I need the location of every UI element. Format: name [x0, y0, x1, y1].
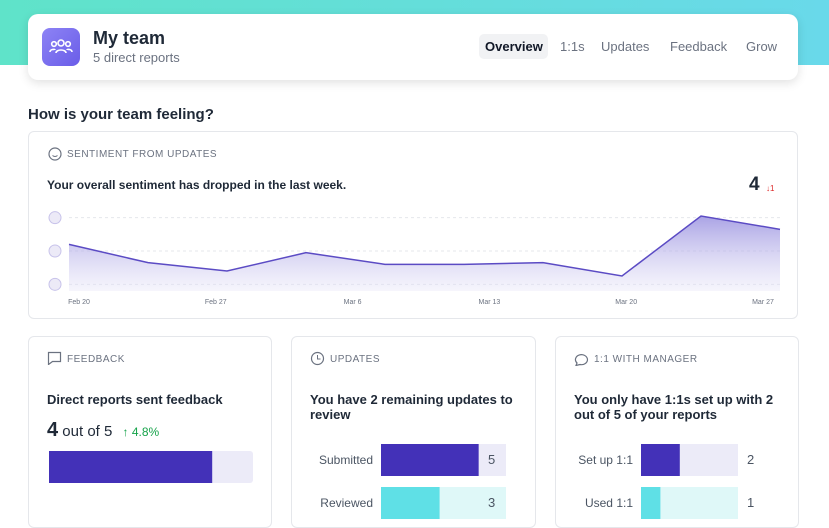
total: 5 — [104, 423, 113, 440]
team-icon — [42, 28, 80, 66]
card-title: SENTIMENT FROM UPDATES — [67, 149, 218, 160]
bar — [641, 487, 661, 519]
card-heading: You have 2 remaining updates to review — [310, 392, 513, 422]
bar-value: 3 — [488, 495, 495, 510]
card-title: UPDATES — [330, 354, 380, 365]
updates-card: UPDATES You have 2 remaining updates to … — [291, 336, 536, 528]
bar-value: 1 — [747, 495, 754, 510]
score: 4 — [749, 174, 760, 195]
icon — [49, 39, 73, 54]
card-heading: You only have 1:1s set up with 2 out of … — [574, 392, 774, 422]
card-title: 1:1 WITH MANAGER — [594, 354, 698, 365]
x-tick-label: Mar 20 — [615, 299, 637, 306]
card-heading: Direct reports sent feedback — [47, 392, 223, 407]
bar-label: Set up 1:1 — [578, 453, 633, 467]
subtitle: 5 direct reports — [93, 50, 180, 65]
bar — [641, 444, 680, 476]
bar-value: 2 — [747, 452, 754, 467]
feedback-card: FEEDBACK Direct reports sent feedback 4 … — [28, 336, 272, 528]
x-tick-label: Mar 27 — [752, 299, 774, 306]
icon — [47, 351, 62, 365]
updates-bars: Submitted 5 Reviewed 3 — [319, 444, 506, 519]
change: ↑ 4.8% — [122, 425, 160, 439]
area — [69, 216, 780, 291]
x-tick-label: Mar 6 — [344, 299, 362, 306]
bar-label: Used 1:1 — [585, 496, 633, 510]
feedback-bar — [49, 451, 253, 483]
title: My team — [93, 28, 166, 48]
icon — [48, 147, 62, 161]
one-on-one-card: 1:1 WITH MANAGER You only have 1:1s set … — [555, 336, 799, 528]
bar-value: 5 — [488, 452, 495, 467]
nav-tab[interactable]: Grow — [746, 39, 778, 54]
line — [68, 215, 781, 277]
x-tick-label: Feb 27 — [205, 299, 227, 306]
header-card: My team 5 direct reports Overview 1:1s U… — [28, 14, 798, 80]
face-tick — [48, 277, 62, 291]
nav-tab[interactable]: Feedback — [670, 39, 728, 54]
bar — [49, 451, 213, 483]
x-tick-label: Mar 13 — [479, 299, 501, 306]
bar — [381, 444, 479, 476]
bar — [381, 487, 440, 519]
section-title: How is your team feeling? — [28, 106, 214, 123]
icon — [574, 354, 588, 366]
nav-tab[interactable]: Overview — [485, 39, 543, 54]
card-title: FEEDBACK — [67, 354, 125, 365]
one-on-one-bars: Set up 1:1 2 Used 1:1 1 — [578, 444, 754, 519]
score-change: ↓1 — [766, 184, 775, 193]
feedback-stat: 4 out of 5 ↑ 4.8% — [47, 419, 159, 442]
bar-label: Submitted — [319, 453, 373, 467]
icon — [310, 351, 325, 366]
bar-label: Reviewed — [320, 496, 373, 510]
out-of: out of — [62, 423, 100, 440]
nav-tab[interactable]: Updates — [601, 39, 650, 54]
face-tick — [48, 244, 62, 258]
face-tick — [48, 211, 62, 225]
sentiment-card: SENTIMENT FROM UPDATES Your overall sent… — [28, 131, 798, 319]
sentiment-chart: Feb 20 Feb 27 Mar 6 Mar 13 Mar 20 Mar 27 — [48, 211, 781, 306]
nav-tab[interactable]: 1:1s — [560, 39, 585, 54]
message: Your overall sentiment has dropped in th… — [47, 178, 347, 192]
active-tab-bg — [479, 34, 548, 59]
sent: 4 — [47, 419, 59, 441]
x-tick-label: Feb 20 — [68, 299, 90, 306]
